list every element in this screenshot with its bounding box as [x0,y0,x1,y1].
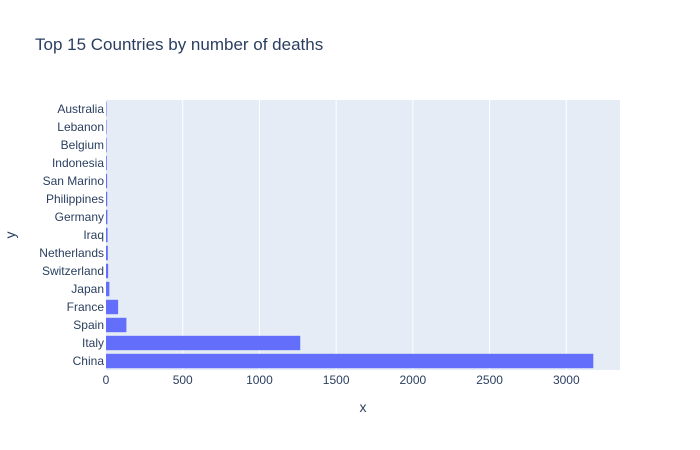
y-tick-label: Australia [57,102,104,116]
y-axis-title: y [2,232,18,239]
x-tick-labels: 0 500 1000 1500 2000 2500 3000 [103,373,580,387]
plot-area [106,100,620,370]
bar-philippines [106,191,108,207]
y-tick-label: Belgium [61,138,104,152]
bar-indonesia [106,155,107,171]
x-tick-label: 2000 [400,373,427,387]
bar-japan [106,281,110,297]
y-tick-label: Netherlands [39,246,104,260]
y-tick-label: Indonesia [52,156,104,170]
bar-netherlands [106,245,108,261]
gridlines [182,100,567,370]
x-tick-label: 2500 [476,373,503,387]
bar-germany [106,209,108,225]
y-tick-label: Lebanon [57,120,104,134]
x-axis-title: x [360,399,367,415]
y-tick-label: Spain [73,318,104,332]
y-tick-label: Iraq [83,228,104,242]
y-tick-label: France [67,300,105,314]
bar-belgium [106,137,107,153]
y-tick-label: China [73,354,105,368]
x-tick-label: 500 [173,373,193,387]
bar-france [106,299,119,315]
x-tick-label: 1000 [246,373,273,387]
bar-australia [106,101,107,117]
bars [106,101,594,369]
y-tick-label: Italy [82,336,104,350]
bar-spain [106,317,127,333]
y-tick-label: Philippines [46,192,104,206]
y-tick-label: San Marino [43,174,105,188]
chart-title: Top 15 Countries by number of deaths [35,35,323,54]
bar-iraq [106,227,108,243]
y-tick-labels: China Italy Spain France Japan Switzerland Net… [39,102,104,368]
x-tick-label: 1500 [323,373,350,387]
bar-italy [106,335,301,351]
y-tick-label: Japan [71,282,104,296]
bar-switzerland [106,263,109,279]
x-tick-label: 3000 [553,373,580,387]
y-tick-label: Switzerland [42,264,104,278]
x-tick-label: 0 [103,373,110,387]
bar-san-marino [106,173,108,189]
bar-china [106,353,594,369]
bar-lebanon [106,119,107,135]
y-tick-label: Germany [55,210,104,224]
